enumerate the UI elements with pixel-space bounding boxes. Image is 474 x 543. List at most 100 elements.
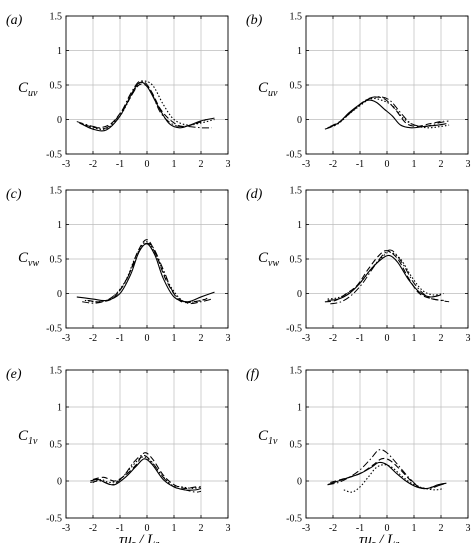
x-tick-label: 1 (172, 523, 177, 534)
series-line-dot (327, 251, 444, 300)
y-tick-label: 1 (297, 220, 302, 231)
series-line-dash (87, 239, 207, 304)
x-tick-label: 2 (439, 523, 444, 534)
x-tick-label: 2 (199, 159, 204, 170)
x-tick-label: 2 (199, 523, 204, 534)
x-axis-label-tail-sub: z (394, 539, 399, 543)
y-tick-label: 1.5 (290, 366, 303, 377)
x-axis-label-sub: τ (132, 539, 136, 543)
y-tick-label: 0 (297, 115, 302, 126)
y-tick-label: -0.5 (46, 324, 62, 335)
x-tick-label: -1 (116, 333, 124, 344)
y-axis-label-main: C (18, 80, 29, 96)
x-tick-label: -1 (356, 333, 364, 344)
x-tick-label: 3 (226, 523, 231, 534)
x-tick-label: 0 (145, 333, 150, 344)
x-axis-label-tail-sub: z (154, 539, 159, 543)
x-tick-label: 3 (226, 159, 231, 170)
panel-label: (c) (6, 187, 22, 202)
y-tick-label: 0 (57, 115, 62, 126)
series-line-dot (343, 464, 444, 493)
x-tick-label: 0 (145, 159, 150, 170)
series-line-dot (84, 241, 210, 303)
panel-label: (b) (246, 13, 263, 28)
y-axis-label-main: C (258, 428, 269, 444)
x-axis-label-main: τu (119, 532, 132, 543)
y-axis-label: Cvw (18, 250, 39, 269)
y-tick-label: 1 (297, 403, 302, 414)
y-axis-label-sub: uv (268, 88, 278, 99)
x-tick-label: 1 (412, 523, 417, 534)
panel-f: -3 -2 -1 0 1 2 3 -0.5 0 0.5 1 1.5 (f) C1v τuτ / Lz (246, 366, 471, 543)
x-tick-label: 3 (466, 159, 471, 170)
y-tick-label: 0.5 (290, 440, 303, 451)
series-line-dot (92, 456, 202, 489)
x-tick-label: -3 (302, 523, 310, 534)
x-tick-label: -3 (302, 333, 310, 344)
y-axis-label: Cuv (258, 80, 278, 99)
x-tick-label: -1 (356, 523, 364, 534)
y-tick-label: 0 (57, 477, 62, 488)
y-tick-label: 0.5 (50, 440, 63, 451)
y-tick-label: -0.5 (286, 324, 302, 335)
series-line-solid (76, 243, 215, 303)
panel-c: -3 -2 -1 0 1 2 3 -0.5 0 0.5 1 1.5 (c) Cvw (6, 186, 231, 345)
x-tick-label: -3 (62, 159, 70, 170)
series-line-dashdot (330, 249, 450, 305)
x-tick-label: -1 (116, 523, 124, 534)
x-tick-label: 3 (466, 523, 471, 534)
series-line-dashdot (82, 242, 212, 305)
panel-label: (d) (246, 187, 263, 202)
y-tick-label: 1.5 (290, 12, 303, 23)
x-tick-label: 3 (226, 333, 231, 344)
x-tick-label: -3 (302, 159, 310, 170)
x-axis-label-main: τu (359, 532, 372, 543)
y-tick-label: -0.5 (286, 150, 302, 161)
y-tick-label: 0 (57, 289, 62, 300)
series-line-solid (90, 458, 202, 491)
y-tick-label: -0.5 (286, 514, 302, 525)
x-tick-label: 0 (385, 333, 390, 344)
y-axis-label: Cuv (18, 80, 38, 99)
x-tick-label: 2 (439, 333, 444, 344)
series-line-dash (324, 250, 444, 303)
x-axis-label-tail: / L (135, 532, 155, 543)
y-tick-label: 1 (57, 220, 62, 231)
y-axis-label-sub: 1v (268, 436, 278, 447)
x-tick-label: -2 (329, 159, 337, 170)
x-tick-label: -1 (356, 159, 364, 170)
series-line-solid (327, 254, 442, 301)
panel-label: (a) (6, 13, 23, 28)
y-tick-label: -0.5 (46, 514, 62, 525)
panel-e: -3 -2 -1 0 1 2 3 -0.5 0 0.5 1 1.5 (e) C1v τuτ / Lz (6, 366, 231, 543)
y-tick-label: 1.5 (50, 12, 63, 23)
y-tick-label: 1.5 (290, 186, 303, 197)
y-tick-label: -0.5 (46, 150, 62, 161)
panel-a: -3 -2 -1 0 1 2 3 -0.5 0 0.5 1 1.5 (a) Cuv (6, 12, 231, 171)
x-tick-label: 0 (385, 523, 390, 534)
x-tick-label: -2 (89, 523, 97, 534)
y-axis-label-main: C (18, 428, 29, 444)
y-axis-label-main: C (258, 250, 269, 266)
y-axis-label-sub: 1v (28, 436, 38, 447)
y-axis-label-sub: vw (28, 258, 39, 269)
y-tick-label: 1 (57, 403, 62, 414)
y-tick-label: 0 (297, 477, 302, 488)
series-line-dashdot (76, 80, 212, 130)
x-tick-label: 2 (439, 159, 444, 170)
y-axis-label-sub: vw (268, 258, 279, 269)
x-tick-label: 1 (412, 159, 417, 170)
y-axis-label-sub: uv (28, 88, 38, 99)
x-tick-label: 1 (172, 333, 177, 344)
y-axis-label: C1v (18, 428, 38, 447)
y-axis-label: C1v (258, 428, 278, 447)
x-tick-label: -2 (329, 333, 337, 344)
series-line-dashdot (90, 454, 202, 493)
x-tick-label: -2 (89, 159, 97, 170)
y-tick-label: 1 (57, 46, 62, 57)
y-tick-label: 1.5 (50, 366, 63, 377)
y-tick-label: 0.5 (50, 255, 63, 266)
y-tick-label: 0.5 (290, 81, 303, 92)
x-tick-label: -3 (62, 333, 70, 344)
